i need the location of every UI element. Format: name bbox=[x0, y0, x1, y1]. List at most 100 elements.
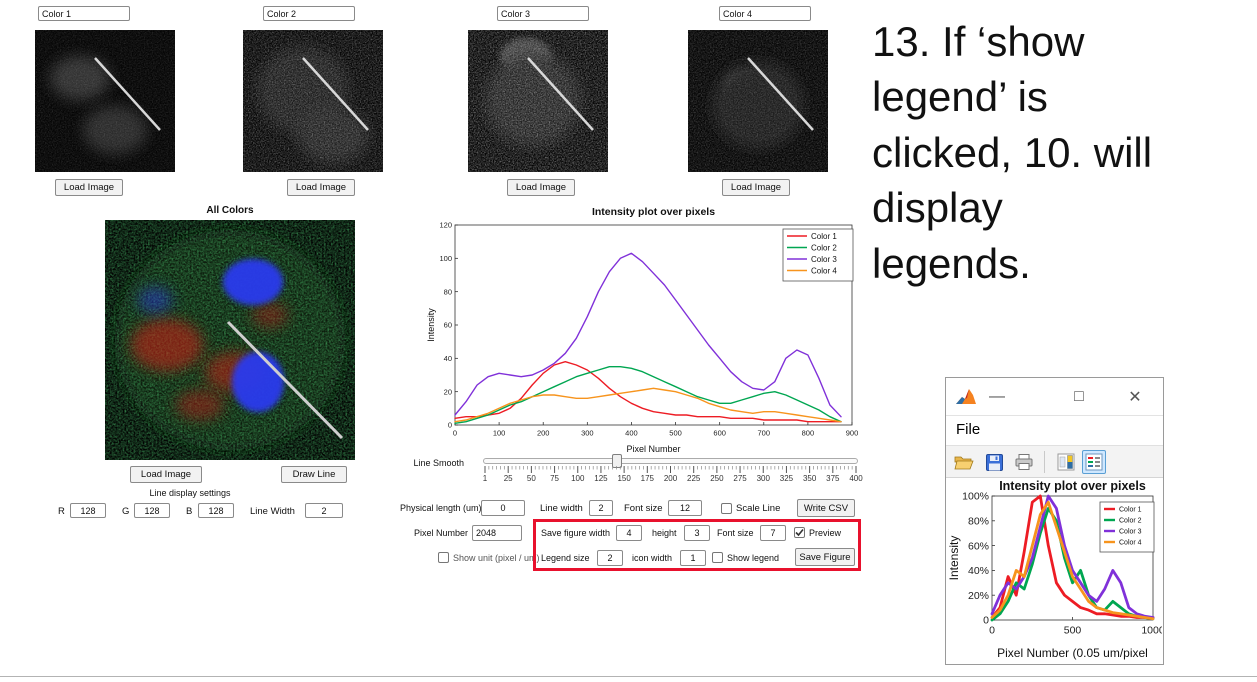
color-2-name-field[interactable] bbox=[263, 6, 355, 21]
svg-text:900: 900 bbox=[846, 429, 859, 438]
open-folder-icon[interactable] bbox=[952, 450, 976, 474]
svg-text:300: 300 bbox=[581, 429, 594, 438]
slider-tick-label: 350 bbox=[802, 474, 817, 483]
svg-text:Pixel Number: Pixel Number bbox=[626, 444, 680, 454]
slider-tick-label: 150 bbox=[617, 474, 631, 483]
show-unit-checkbox[interactable] bbox=[438, 552, 449, 563]
line-smooth-slider-labels: 1 25 50 75 100 125 150 175 200 225 250 275 300 325 350… bbox=[483, 474, 863, 484]
svg-text:Intensity: Intensity bbox=[948, 536, 961, 581]
figure-toolbar bbox=[946, 446, 1163, 478]
channel-4-image bbox=[688, 30, 828, 172]
slider-tick-label: 175 bbox=[640, 474, 654, 483]
slider-tick-label: 275 bbox=[733, 474, 747, 483]
g-value-field[interactable] bbox=[134, 503, 170, 518]
line-smooth-slider-track[interactable] bbox=[483, 458, 858, 464]
legend-size-label: Legend size bbox=[541, 553, 590, 563]
figure-titlebar: — □ ✕ bbox=[946, 378, 1163, 416]
close-button[interactable]: ✕ bbox=[1128, 389, 1142, 406]
preview-label: Preview bbox=[809, 528, 842, 538]
channel-1-image bbox=[35, 30, 175, 172]
slider-tick-label: 325 bbox=[779, 474, 794, 483]
color-1-name-field[interactable] bbox=[38, 6, 130, 21]
line-width-value-field[interactable] bbox=[305, 503, 343, 518]
r-label: R bbox=[58, 506, 65, 517]
write-csv-button[interactable]: Write CSV bbox=[797, 499, 855, 517]
svg-text:80: 80 bbox=[444, 287, 452, 296]
channel-2-image bbox=[243, 30, 383, 172]
svg-text:1000: 1000 bbox=[1141, 625, 1162, 637]
figure-preview-window: — □ ✕ File bbox=[945, 377, 1164, 665]
show-legend-checkbox[interactable] bbox=[712, 552, 723, 563]
svg-text:Color 3: Color 3 bbox=[1119, 528, 1142, 535]
slider-tick-label: 250 bbox=[710, 474, 724, 483]
all-colors-load-image-button[interactable]: Load Image bbox=[130, 466, 202, 483]
plot-line-width-field[interactable] bbox=[589, 500, 613, 516]
toolbar-separator bbox=[1044, 451, 1045, 473]
color-3-name-field[interactable] bbox=[497, 6, 589, 21]
physical-length-label: Physical length (um) bbox=[400, 503, 482, 513]
legend-size-field[interactable] bbox=[597, 550, 623, 566]
show-legend-label: Show legend bbox=[727, 553, 780, 563]
svg-text:200: 200 bbox=[537, 429, 550, 438]
svg-text:500: 500 bbox=[669, 429, 682, 438]
r-value-field[interactable] bbox=[70, 503, 106, 518]
load-image-button-4[interactable]: Load Image bbox=[722, 179, 790, 196]
plot-font-size-field[interactable] bbox=[668, 500, 702, 516]
b-value-field[interactable] bbox=[198, 503, 234, 518]
icon-width-field[interactable] bbox=[680, 550, 706, 566]
svg-text:0: 0 bbox=[989, 625, 995, 637]
save-figure-height-field[interactable] bbox=[684, 525, 710, 541]
figure-menubar: File bbox=[946, 416, 1163, 446]
scale-line-checkbox[interactable] bbox=[721, 503, 732, 514]
minimize-button[interactable]: — bbox=[989, 388, 1005, 405]
pixel-number-field[interactable] bbox=[472, 525, 522, 541]
svg-text:700: 700 bbox=[758, 429, 771, 438]
slider-tick-label: 375 bbox=[826, 474, 840, 483]
slider-tick-label: 300 bbox=[756, 474, 770, 483]
show-unit-label: Show unit (pixel / um) bbox=[453, 553, 540, 563]
slider-tick-label: 200 bbox=[663, 474, 678, 483]
load-image-button-1[interactable]: Load Image bbox=[55, 179, 123, 196]
maximize-button[interactable]: □ bbox=[1074, 388, 1084, 405]
save-icon[interactable] bbox=[982, 450, 1006, 474]
line-display-settings-title: Line display settings bbox=[149, 488, 231, 498]
preview-intensity-plot: 0 500 1000 0 20% 40% 60% 80% 100% Intensity plot … bbox=[948, 479, 1162, 660]
load-image-button-2[interactable]: Load Image bbox=[287, 179, 355, 196]
svg-text:500: 500 bbox=[1064, 625, 1082, 637]
svg-text:600: 600 bbox=[713, 429, 726, 438]
plot-line-width-label: Line width bbox=[540, 503, 583, 514]
scale-line-label: Scale Line bbox=[736, 503, 781, 514]
slider-tick-label: 75 bbox=[550, 474, 560, 483]
physical-length-field[interactable] bbox=[481, 500, 525, 516]
svg-text:800: 800 bbox=[802, 429, 815, 438]
save-figure-height-label: height bbox=[652, 528, 677, 538]
draw-line-button[interactable]: Draw Line bbox=[281, 466, 347, 483]
b-label: B bbox=[186, 506, 193, 517]
save-font-size-field[interactable] bbox=[760, 525, 786, 541]
file-menu[interactable]: File bbox=[956, 421, 981, 438]
preview-checkbox[interactable] bbox=[794, 527, 805, 538]
svg-text:Pixel Number (0.05 um/pixel: Pixel Number (0.05 um/pixel bbox=[997, 646, 1148, 660]
insert-legend-icon[interactable] bbox=[1082, 450, 1106, 474]
print-icon[interactable] bbox=[1012, 450, 1036, 474]
all-colors-image[interactable] bbox=[105, 220, 355, 460]
save-figure-button[interactable]: Save Figure bbox=[795, 548, 855, 566]
svg-text:400: 400 bbox=[625, 429, 638, 438]
matlab-icon bbox=[956, 389, 976, 404]
insert-colorbar-icon[interactable] bbox=[1054, 450, 1078, 474]
save-figure-width-field[interactable] bbox=[616, 525, 642, 541]
svg-text:Intensity plot over pixels: Intensity plot over pixels bbox=[999, 479, 1146, 493]
pixel-number-label: Pixel Number bbox=[413, 528, 468, 538]
line-smooth-label: Line Smooth bbox=[413, 458, 464, 468]
load-image-button-3[interactable]: Load Image bbox=[507, 179, 575, 196]
line-smooth-slider-thumb[interactable] bbox=[612, 454, 622, 468]
slide-bottom-border bbox=[0, 676, 1257, 677]
intensity-plot: 0 100 200 300 400 500 600 700 800 900 0 20 40 60 80 100… bbox=[426, 206, 859, 454]
slider-tick-label: 50 bbox=[526, 474, 536, 483]
svg-text:Color 2: Color 2 bbox=[1119, 517, 1142, 524]
slider-tick-label: 100 bbox=[571, 474, 585, 483]
color-4-name-field[interactable] bbox=[719, 6, 811, 21]
svg-text:40: 40 bbox=[444, 354, 452, 363]
checkbox-check-icon bbox=[795, 528, 804, 537]
highlight-box bbox=[533, 519, 861, 571]
